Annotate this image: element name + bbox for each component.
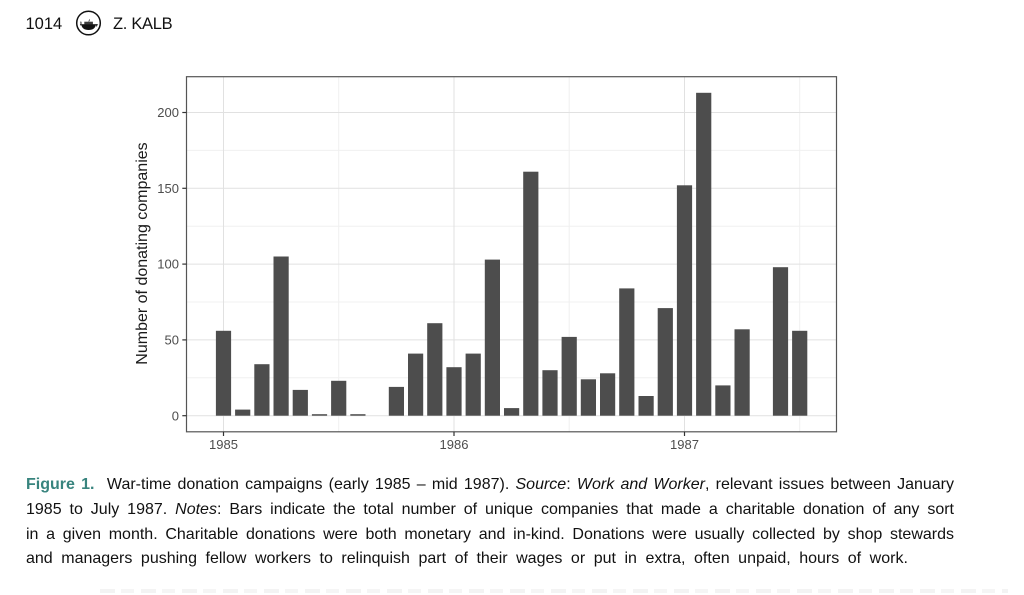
svg-text:Number of donating companies: Number of donating companies [134,142,151,364]
svg-text:150: 150 [157,181,179,196]
svg-text:100: 100 [157,257,179,272]
svg-text:0: 0 [172,408,179,423]
svg-text:1985: 1985 [209,437,238,452]
svg-text:1987: 1987 [670,437,699,452]
svg-text:200: 200 [157,105,179,120]
svg-text:1986: 1986 [440,437,469,452]
svg-text:50: 50 [165,333,179,348]
